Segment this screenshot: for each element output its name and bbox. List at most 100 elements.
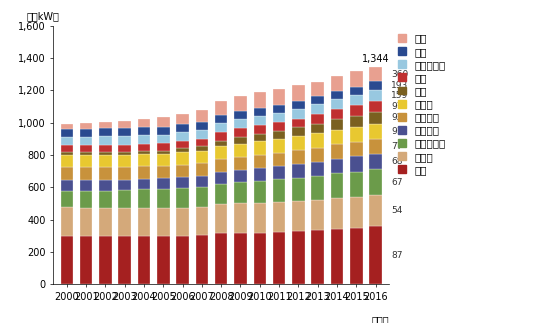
Bar: [80, 123, 92, 129]
Text: 1,344: 1,344: [362, 54, 390, 64]
Bar: [234, 96, 247, 111]
Bar: [292, 231, 305, 284]
Bar: [273, 105, 285, 113]
Bar: [330, 198, 343, 229]
Bar: [118, 144, 131, 152]
Bar: [311, 162, 324, 176]
Bar: [234, 119, 247, 128]
Bar: [99, 136, 112, 145]
Bar: [99, 122, 112, 128]
Bar: [350, 87, 362, 95]
Bar: [254, 92, 266, 108]
Bar: [369, 90, 382, 100]
Bar: [157, 127, 169, 135]
Bar: [196, 163, 208, 176]
Bar: [99, 167, 112, 180]
Bar: [99, 145, 112, 152]
Bar: [369, 195, 382, 226]
Bar: [311, 82, 324, 96]
Text: 77: 77: [391, 142, 402, 151]
Bar: [254, 233, 266, 284]
Bar: [330, 76, 343, 91]
Bar: [215, 184, 228, 204]
Bar: [196, 235, 208, 284]
Bar: [99, 180, 112, 191]
Bar: [330, 173, 343, 198]
Bar: [254, 203, 266, 233]
Bar: [80, 180, 92, 191]
Bar: [138, 144, 150, 151]
Bar: [118, 152, 131, 155]
Bar: [273, 153, 285, 166]
Bar: [157, 117, 169, 127]
Bar: [330, 159, 343, 173]
Bar: [330, 130, 343, 144]
Bar: [350, 71, 362, 87]
Bar: [157, 207, 169, 236]
Bar: [254, 116, 266, 125]
Bar: [234, 170, 247, 182]
Bar: [61, 129, 73, 137]
Bar: [292, 127, 305, 136]
Bar: [176, 152, 189, 164]
Bar: [273, 232, 285, 284]
Bar: [215, 159, 228, 172]
Bar: [369, 169, 382, 195]
Bar: [311, 104, 324, 114]
Bar: [311, 133, 324, 148]
Bar: [196, 110, 208, 122]
Bar: [215, 132, 228, 141]
Bar: [99, 191, 112, 208]
Bar: [215, 123, 228, 132]
Bar: [138, 135, 150, 144]
Text: 68: 68: [391, 157, 402, 166]
Bar: [330, 91, 343, 99]
Bar: [80, 167, 92, 180]
Bar: [61, 145, 73, 152]
Bar: [196, 130, 208, 139]
Bar: [176, 141, 189, 148]
Bar: [234, 203, 247, 233]
Bar: [118, 167, 131, 180]
Bar: [330, 229, 343, 284]
Bar: [80, 191, 92, 207]
Bar: [176, 132, 189, 141]
Bar: [369, 124, 382, 139]
Bar: [215, 172, 228, 184]
Bar: [61, 124, 73, 129]
Bar: [350, 228, 362, 284]
Bar: [99, 128, 112, 136]
Bar: [273, 89, 285, 105]
Bar: [273, 131, 285, 139]
Bar: [350, 172, 362, 197]
Text: （만kW）: （만kW）: [27, 11, 59, 21]
Bar: [61, 191, 73, 207]
Bar: [292, 101, 305, 109]
Bar: [215, 204, 228, 233]
Bar: [176, 164, 189, 177]
Bar: [273, 179, 285, 202]
Bar: [330, 119, 343, 130]
Bar: [80, 137, 92, 145]
Bar: [138, 236, 150, 284]
Bar: [273, 139, 285, 153]
Bar: [234, 128, 247, 137]
Bar: [61, 155, 73, 167]
Bar: [138, 179, 150, 189]
Bar: [350, 156, 362, 172]
Bar: [138, 154, 150, 166]
Bar: [234, 137, 247, 144]
Bar: [196, 176, 208, 187]
Bar: [292, 136, 305, 150]
Bar: [254, 154, 266, 168]
Bar: [99, 236, 112, 284]
Bar: [118, 136, 131, 144]
Bar: [99, 152, 112, 155]
Bar: [311, 148, 324, 162]
Bar: [311, 124, 324, 133]
Bar: [176, 177, 189, 188]
Bar: [369, 153, 382, 169]
Bar: [80, 145, 92, 152]
Bar: [61, 180, 73, 191]
Bar: [80, 207, 92, 236]
